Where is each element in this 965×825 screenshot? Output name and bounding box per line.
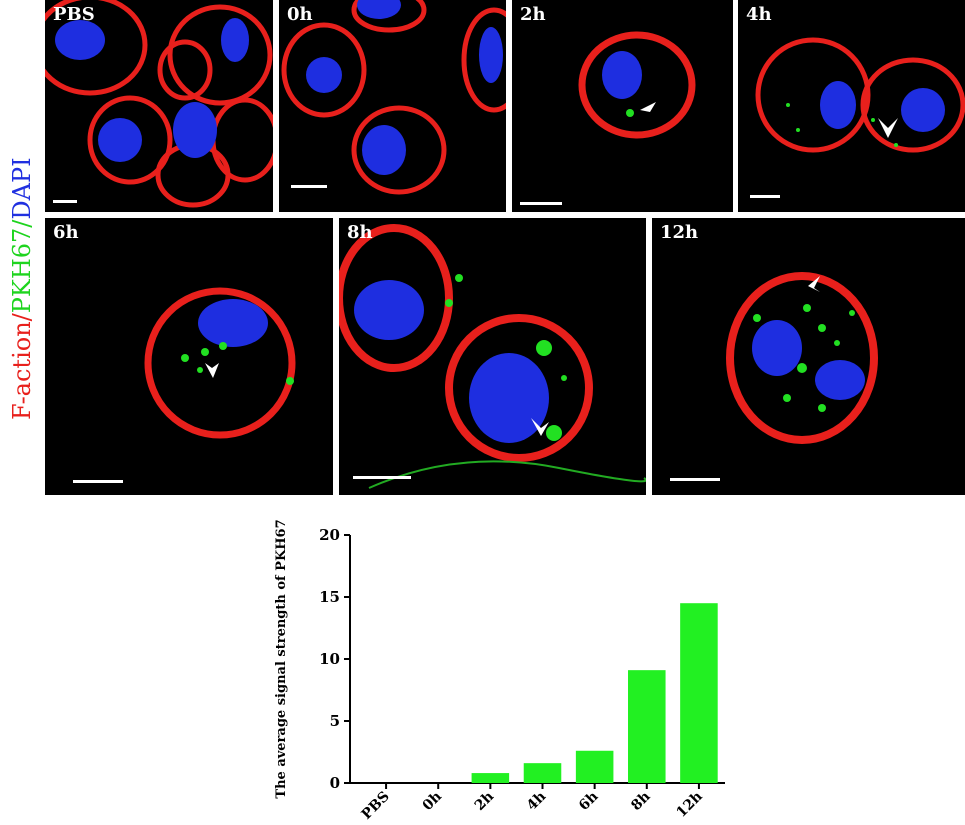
x-tick-label: PBS [359, 789, 393, 823]
x-tick-label: 12h [673, 789, 705, 821]
y-tick-label: 5 [330, 712, 340, 730]
y-tick-label: 20 [319, 526, 340, 544]
bar-8h [628, 670, 666, 783]
bar-6h [575, 750, 614, 783]
x-tick-label: 4h [524, 789, 549, 814]
scale-bar [520, 202, 562, 205]
x-tick-label: 2h [472, 789, 497, 814]
y-tick-label: 0 [330, 774, 340, 792]
x-tick-label: 0h [420, 789, 445, 814]
scale-bar [73, 480, 123, 483]
x-tick-label: 8h [628, 789, 653, 814]
channel-legend-label: F-action/PKH67/DAPI [0, 0, 40, 500]
micrograph-panel-2h: 2h [512, 0, 733, 212]
svg-text:F-action/PKH67/DAPI: F-action/PKH67/DAPI [8, 157, 36, 420]
scale-bar [291, 185, 327, 188]
panel-label: 2h [520, 4, 546, 25]
y-axis-title: The average signal strength of PKH67 [274, 519, 289, 798]
signal-strength-bar-chart: 0 5 10 15 20 PBS 0h 2h 4h 6h 8h 12h The average sign… [274, 519, 725, 823]
micrograph-panel-4h: 4h [738, 0, 965, 212]
bar-4h [523, 763, 562, 783]
panel-label: PBS [53, 4, 95, 25]
legend-separator-2: / [8, 219, 36, 228]
micrograph-panel-8h: 8h [339, 218, 646, 495]
micrograph-panel-12h: 12h [652, 218, 965, 495]
bar-12h [680, 603, 718, 783]
scale-bar [53, 200, 77, 203]
x-tick-label: 6h [576, 789, 601, 814]
micrograph-panel-0h: 0h [279, 0, 506, 212]
panel-label: 12h [660, 222, 699, 243]
scale-bar [353, 476, 411, 479]
micrograph-panel-pbs: PBS [45, 0, 273, 212]
panel-label: 0h [287, 4, 313, 25]
legend-pkh67: PKH67 [8, 228, 36, 314]
scale-bar [670, 478, 720, 481]
channel-legend-svg: F-action/PKH67/DAPI [8, 157, 36, 420]
y-tick-label: 10 [319, 650, 340, 668]
y-tick-label: 15 [319, 588, 340, 606]
panel-label: 4h [746, 4, 772, 25]
micrograph-panel-6h: 6h [45, 218, 333, 495]
legend-dapi: DAPI [8, 157, 36, 219]
bar-2h [471, 773, 510, 783]
panel-label: 6h [53, 222, 79, 243]
panel-label: 8h [347, 222, 373, 243]
legend-separator-1: / [8, 312, 36, 321]
scale-bar [750, 195, 780, 198]
legend-f-actin: F-action [8, 321, 36, 420]
